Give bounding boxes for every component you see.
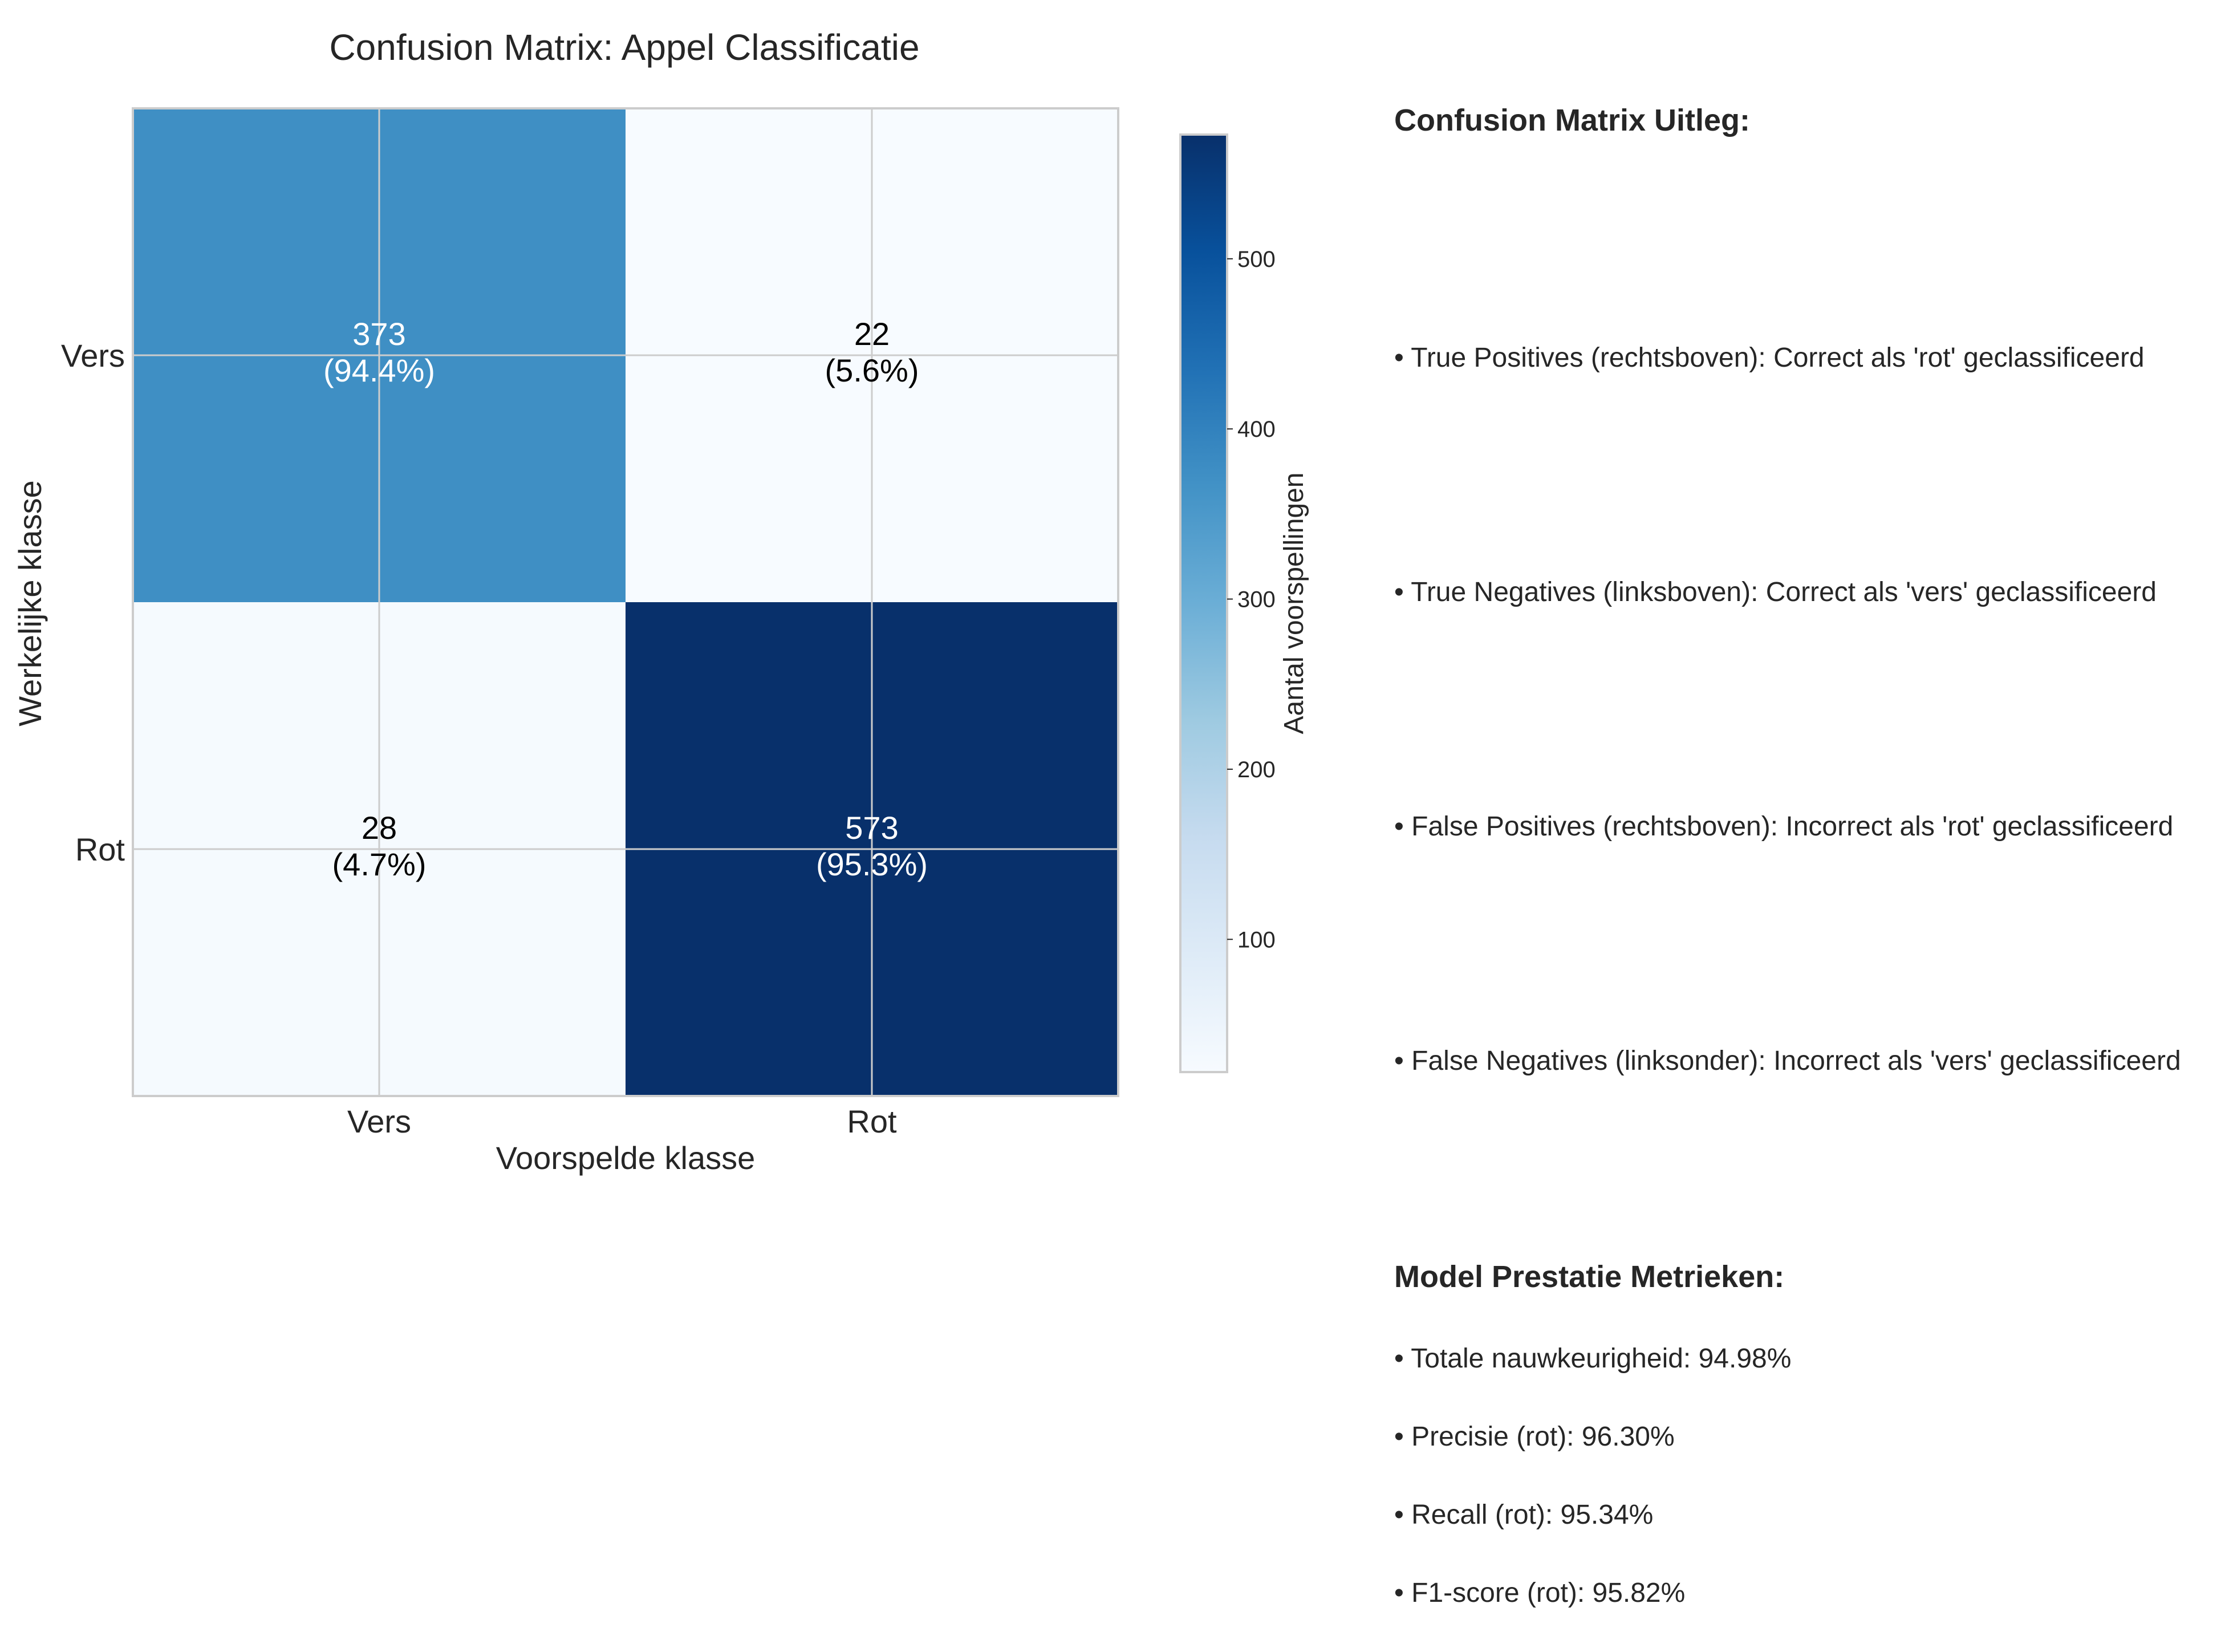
metric-recall: • Recall (rot): 95.34% <box>1394 1500 1654 1530</box>
cell-percent-label: (4.7%) <box>332 846 427 882</box>
colorbar-tick-label: 400 <box>1237 417 1276 442</box>
x-tick-label-vers: Vers <box>347 1103 411 1139</box>
explanation-heading: Confusion Matrix Uitleg: <box>1394 103 1750 137</box>
heatmap-cells <box>133 108 1119 1097</box>
metric-accuracy: • Totale nauwkeurigheid: 94.98% <box>1394 1343 1792 1374</box>
y-tick-label-rot: Rot <box>75 831 125 867</box>
metric-precision: • Precisie (rot): 96.30% <box>1394 1422 1675 1452</box>
heatmap-gridlines <box>133 108 1118 1096</box>
x-tick-label-rot: Rot <box>847 1103 897 1139</box>
metric-f1-score: • F1-score (rot): 95.82% <box>1394 1578 1686 1608</box>
colorbar-label: Aantal voorspellingen <box>1279 473 1309 734</box>
colorbar-tick-label: 200 <box>1237 757 1276 782</box>
x-axis-label: Voorspelde klasse <box>496 1140 756 1176</box>
cell-count-label: 573 <box>845 810 898 846</box>
confusion-matrix-chart: Confusion Matrix: Appel Classificatie 37… <box>12 27 1309 1176</box>
explanation-line-false-positives: • False Positives (rechtsboven): Incorre… <box>1394 811 2174 842</box>
explanation-line-false-negatives: • False Negatives (linksonder): Incorrec… <box>1394 1046 2181 1076</box>
cell-count-label: 22 <box>854 316 890 352</box>
cell-count-label: 28 <box>362 810 397 846</box>
colorbar-tick-label: 300 <box>1237 587 1276 612</box>
heatmap-cell-labels: 373(94.4%) 22(5.6%) 28(4.7%) 573(95.3%) <box>323 316 928 882</box>
colorbar <box>1179 133 1228 1073</box>
cell-percent-label: (95.3%) <box>816 846 928 882</box>
y-axis-label: Werkelijke klasse <box>12 480 48 726</box>
explanation-line-true-positives: • True Positives (rechtsboven): Correct … <box>1394 343 2145 373</box>
explanation-line-true-negatives: • True Negatives (linksboven): Correct a… <box>1394 577 2157 607</box>
explanation-panel: Confusion Matrix Uitleg: • True Positive… <box>1394 0 2221 1652</box>
cell-percent-label: (94.4%) <box>323 352 435 388</box>
cell-count-label: 373 <box>352 316 405 352</box>
cell-percent-label: (5.6%) <box>825 352 919 388</box>
colorbar-tick-label: 100 <box>1237 927 1276 952</box>
metrics-heading: Model Prestatie Metrieken: <box>1394 1260 1785 1294</box>
x-tick-labels: Vers Rot <box>347 1103 897 1139</box>
heatmap-frame <box>132 107 1119 1097</box>
y-tick-labels: Vers Rot <box>61 338 125 867</box>
colorbar-tick-label: 500 <box>1237 247 1276 272</box>
y-tick-label-vers: Vers <box>61 338 125 374</box>
colorbar-ticks: 100 200 300 400 500 <box>1227 247 1276 952</box>
chart-title: Confusion Matrix: Appel Classificatie <box>329 27 919 68</box>
